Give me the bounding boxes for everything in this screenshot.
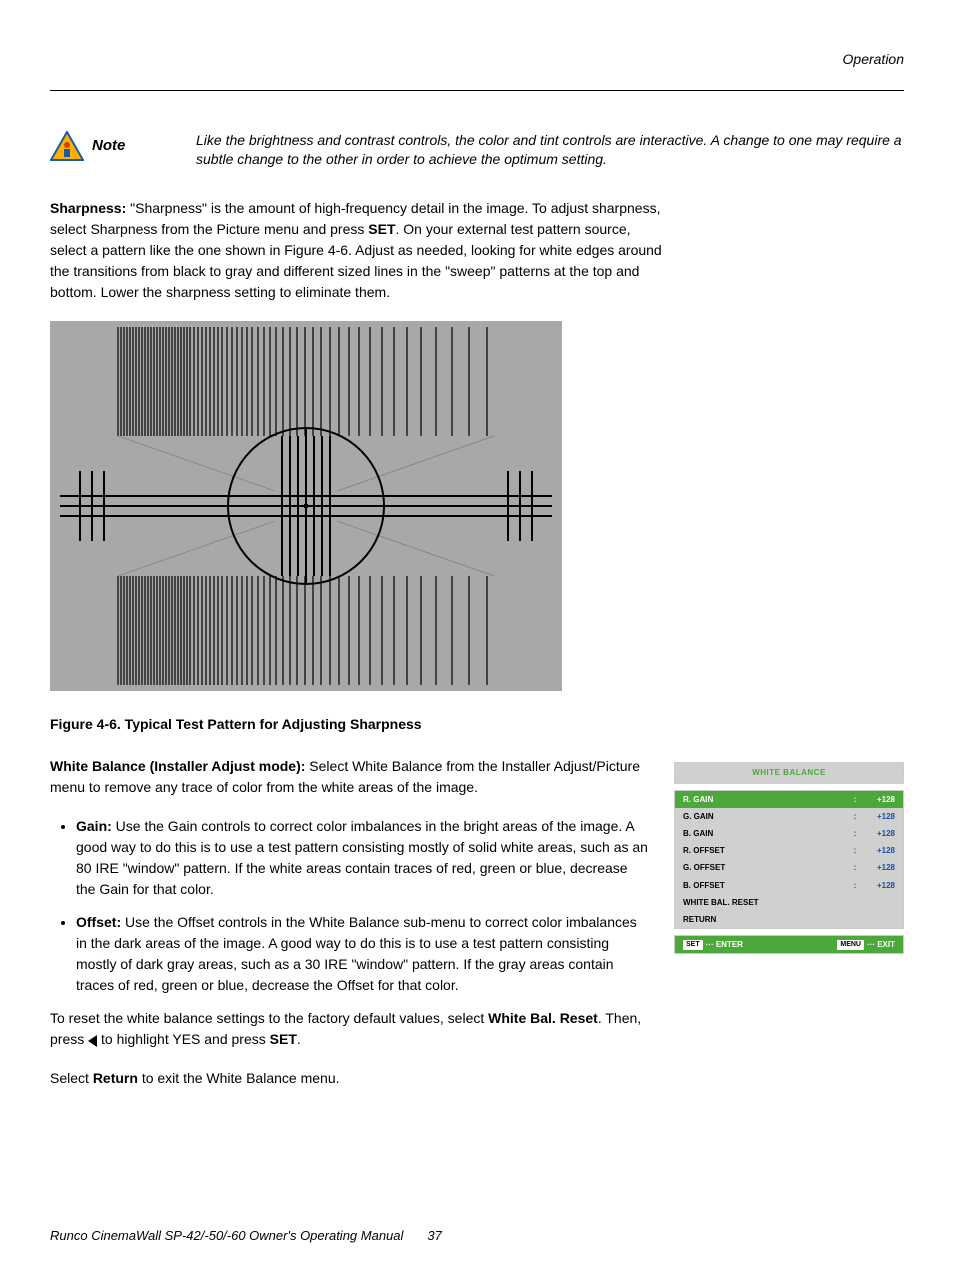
wb-menu-title: WHITE BALANCE (674, 762, 904, 783)
wb-menu-row[interactable]: R. GAIN:+128 (675, 791, 903, 808)
sharpness-heading: Sharpness: (50, 200, 126, 216)
note-block: Note Like the brightness and contrast co… (50, 131, 904, 170)
figure-caption: Figure 4-6. Typical Test Pattern for Adj… (50, 715, 904, 735)
note-label: Note (92, 135, 125, 156)
footer-manual-title: Runco CinemaWall SP-42/-50/-60 Owner's O… (50, 1227, 403, 1245)
white-balance-menu: WHITE BALANCE R. GAIN:+128G. GAIN:+128B.… (674, 762, 904, 954)
wb-menu-row[interactable]: B. GAIN:+128 (675, 825, 903, 842)
note-warning-icon (50, 131, 84, 161)
white-balance-intro: White Balance (Installer Adjust mode): S… (50, 756, 650, 798)
note-text: Like the brightness and contrast control… (196, 131, 904, 170)
left-arrow-icon (88, 1035, 97, 1047)
page-footer: Runco CinemaWall SP-42/-50/-60 Owner's O… (50, 1227, 904, 1245)
header-section-label: Operation (50, 50, 904, 91)
sharpness-test-pattern (50, 321, 562, 691)
white-balance-reset: To reset the white balance settings to t… (50, 1008, 650, 1050)
white-balance-exit: Select Return to exit the White Balance … (50, 1068, 650, 1089)
wb-menu-footer: SET··· ENTER MENU··· EXIT (674, 935, 904, 954)
wb-menu-row[interactable]: R. OFFSET:+128 (675, 842, 903, 859)
wb-menu-row[interactable]: RETURN (675, 911, 903, 928)
wb-menu-row[interactable]: G. GAIN:+128 (675, 808, 903, 825)
wb-menu-row[interactable]: B. OFFSET:+128 (675, 877, 903, 894)
bullet-offset: Offset: Use the Offset controls in the W… (76, 912, 650, 996)
white-balance-bullets: Gain: Use the Gain controls to correct c… (50, 816, 650, 996)
sharpness-paragraph: Sharpness: "Sharpness" is the amount of … (50, 198, 670, 303)
wb-menu-row[interactable]: WHITE BAL. RESET (675, 894, 903, 911)
footer-page-number: 37 (427, 1227, 441, 1245)
wb-menu-row[interactable]: G. OFFSET:+128 (675, 859, 903, 876)
bullet-gain: Gain: Use the Gain controls to correct c… (76, 816, 650, 900)
